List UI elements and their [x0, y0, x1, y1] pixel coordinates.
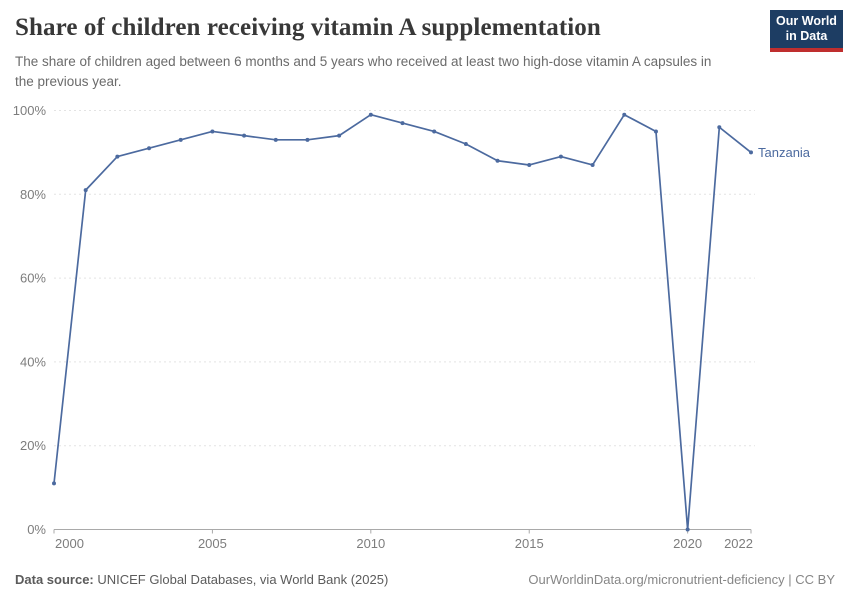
data-point-2020[interactable]	[685, 527, 690, 532]
data-point-2017[interactable]	[590, 162, 595, 167]
owid-logo[interactable]: Our World in Data	[770, 10, 843, 52]
data-point-2015[interactable]	[527, 162, 532, 167]
data-point-2008[interactable]	[305, 137, 310, 142]
data-point-2003[interactable]	[147, 146, 152, 151]
footer-link[interactable]: OurWorldinData.org/micronutrient-deficie…	[528, 571, 835, 587]
x-tick-label-2010: 2010	[356, 536, 385, 551]
data-point-2001[interactable]	[83, 188, 88, 193]
data-point-2007[interactable]	[273, 137, 278, 142]
page-title: Share of children receiving vitamin A su…	[15, 14, 601, 41]
owid-logo-line1: Our World	[776, 14, 837, 28]
x-tick-label-2020: 2020	[673, 536, 702, 551]
data-point-2013[interactable]	[463, 142, 468, 147]
data-point-2010[interactable]	[368, 112, 373, 117]
data-source-text: UNICEF Global Databases, via World Bank …	[93, 571, 389, 587]
y-tick-label-100: 100%	[13, 103, 47, 118]
y-tick-label-60: 60%	[20, 271, 46, 286]
data-point-2005[interactable]	[210, 129, 215, 134]
data-point-2016[interactable]	[558, 154, 563, 159]
data-source: Data source: UNICEF Global Databases, vi…	[15, 572, 388, 587]
data-point-2019[interactable]	[653, 129, 658, 134]
data-point-2014[interactable]	[495, 158, 500, 163]
data-point-2021[interactable]	[717, 125, 722, 130]
data-point-2002[interactable]	[115, 154, 120, 159]
data-source-label: Data source:	[15, 571, 94, 587]
data-point-2006[interactable]	[242, 133, 247, 138]
y-tick-label-0: 0%	[27, 522, 46, 537]
y-tick-label-20: 20%	[20, 438, 46, 453]
data-point-2004[interactable]	[178, 137, 183, 142]
data-point-2000[interactable]	[52, 481, 56, 486]
y-tick-label-80: 80%	[20, 187, 46, 202]
series-line-tanzania[interactable]	[53, 113, 752, 531]
series-end-label[interactable]: Tanzania	[758, 145, 811, 160]
chart-footer: Data source: UNICEF Global Databases, vi…	[15, 568, 835, 590]
data-point-2022[interactable]	[749, 150, 753, 155]
x-tick-label-2022: 2022	[724, 536, 753, 551]
data-point-2018[interactable]	[622, 112, 627, 117]
x-tick-label-2015: 2015	[515, 536, 544, 551]
y-tick-label-40: 40%	[20, 354, 46, 369]
data-point-2012[interactable]	[432, 129, 437, 134]
data-point-2009[interactable]	[337, 133, 342, 138]
data-point-2011[interactable]	[400, 121, 405, 126]
x-tick-label-2005: 2005	[198, 536, 227, 551]
chart-subtitle: The share of children aged between 6 mon…	[15, 54, 712, 89]
x-tick-label-2000: 2000	[55, 536, 84, 551]
owid-logo-line2: in Data	[785, 29, 828, 43]
